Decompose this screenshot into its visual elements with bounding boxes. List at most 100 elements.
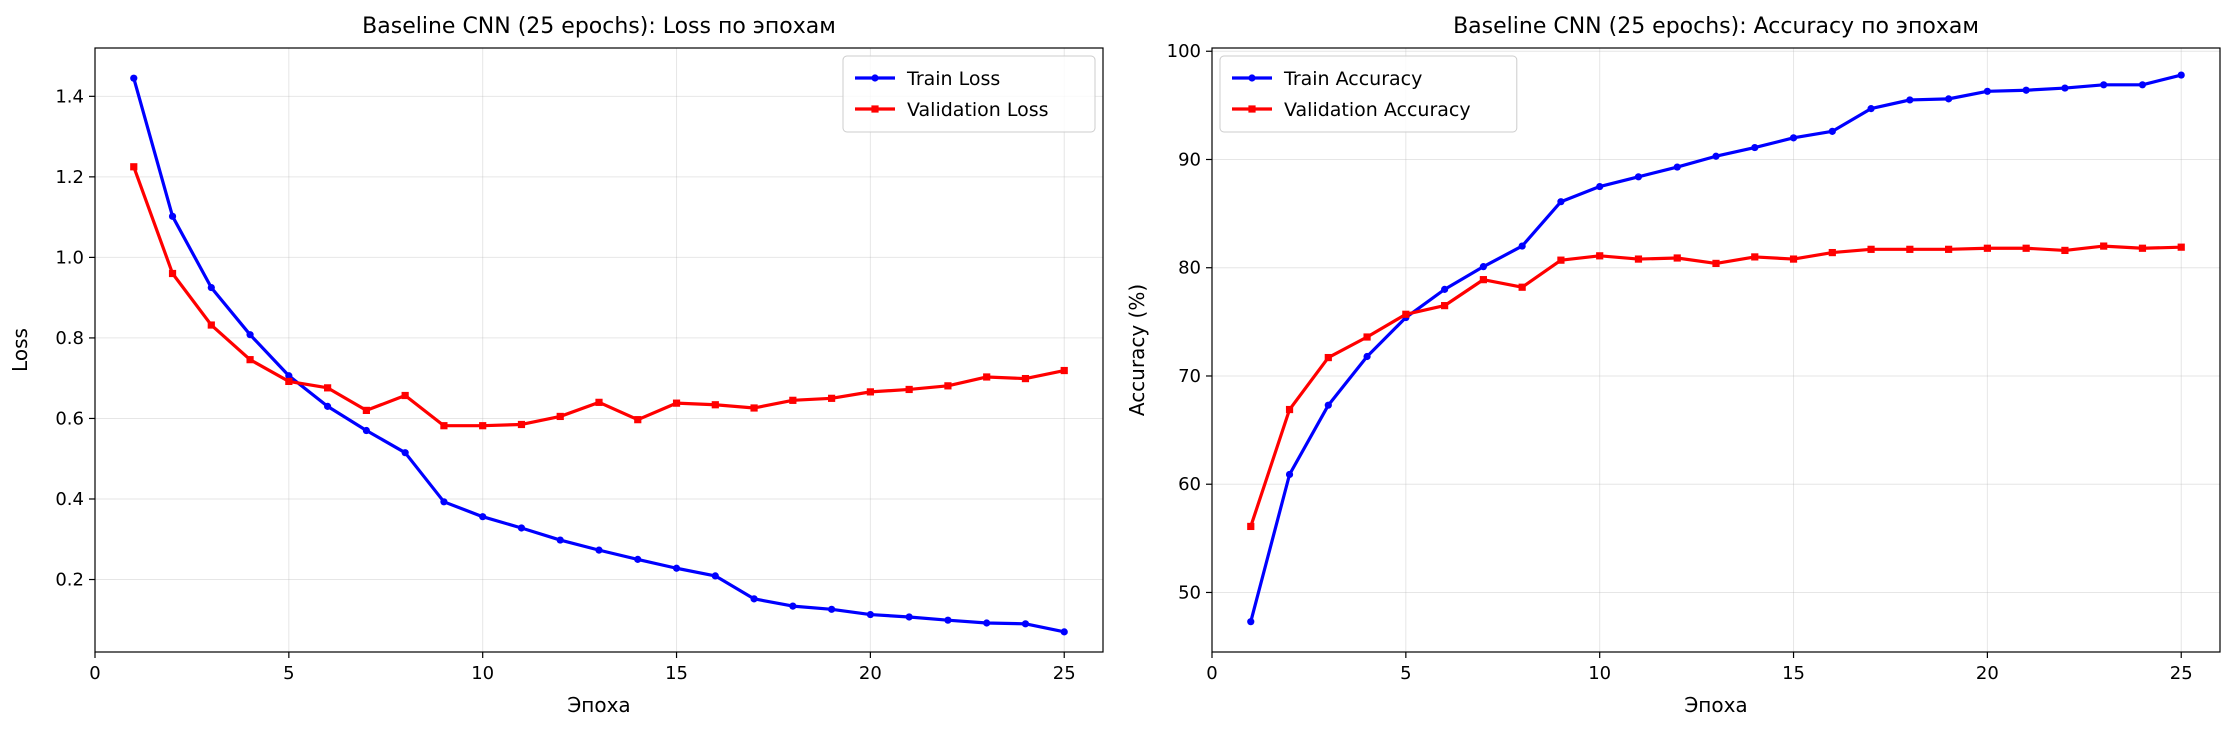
legend-item: Validation Loss: [855, 99, 1049, 121]
legend-item: Validation Accuracy: [1232, 99, 1471, 121]
grid: [94, 48, 1103, 652]
data-point: [130, 163, 138, 171]
data-point: [1751, 253, 1759, 261]
data-point: [2061, 84, 2069, 92]
x-tick-label: 10: [471, 663, 494, 684]
data-point: [1596, 182, 1604, 191]
data-point: [866, 610, 874, 619]
data-point: [285, 377, 293, 386]
data-point: [2177, 243, 2185, 251]
data-point: [207, 321, 215, 329]
data-point: [1945, 95, 1953, 103]
x-tick-label: 20: [859, 663, 882, 684]
y-tick-label: 80: [1178, 258, 1201, 279]
data-point: [479, 513, 487, 521]
x-tick-label: 15: [1782, 663, 1805, 684]
legend-label: Validation Loss: [907, 99, 1049, 121]
data-point: [1363, 333, 1371, 341]
data-point: [324, 384, 332, 392]
data-point: [556, 536, 564, 544]
legend: Train Accuracy Validation Accuracy: [1219, 55, 1518, 133]
data-point: [1712, 152, 1720, 160]
data-point: [1828, 248, 1836, 257]
data-point: [2177, 71, 2185, 79]
y-tick-label: 0.2: [55, 570, 84, 591]
data-point: [634, 416, 642, 424]
legend-marker: [1248, 74, 1256, 82]
data-point: [1634, 173, 1643, 181]
y-tick-label: 100: [1167, 41, 1201, 62]
y-tick-label: 1.4: [55, 86, 84, 107]
data-point: [1983, 87, 1991, 95]
data-point: [401, 449, 409, 457]
data-point: [1712, 259, 1720, 268]
y-axis-label: Loss: [8, 328, 32, 372]
x-tick-label: 5: [1400, 663, 1411, 684]
plot-frame: [1211, 47, 2221, 653]
data-point: [1247, 522, 1255, 531]
loss-chart: 0 5 10 15 20 25 0.2 0.4 0.6 0.8 1.0 1.2 1.4 Baseline …: [8, 14, 1104, 717]
x-tick-label: 25: [1053, 663, 1076, 684]
y-tick-label: 70: [1178, 366, 1201, 387]
data-point: [711, 401, 719, 409]
data-point: [1557, 256, 1565, 264]
data-point: [711, 572, 719, 580]
legend: Train Loss Validation Loss: [842, 55, 1096, 133]
data-point: [2100, 242, 2108, 250]
legend-marker: [1248, 105, 1256, 113]
data-point: [595, 398, 603, 406]
data-point: [1441, 302, 1449, 310]
data-point: [130, 74, 138, 82]
legend-box: [1219, 55, 1518, 133]
y-tick-label: 60: [1178, 474, 1201, 495]
data-point: [1828, 127, 1836, 135]
legend-label: Validation Accuracy: [1284, 99, 1471, 121]
legend-item: Train Accuracy: [1232, 68, 1422, 90]
y-axis: 50 60 70 80 90 100: [1167, 41, 1212, 603]
chart-title: Baseline CNN (25 epochs): Loss по эпохам: [362, 14, 836, 39]
data-point: [866, 388, 874, 396]
y-axis: 0.2 0.4 0.6 0.8 1.0 1.2 1.4: [55, 86, 95, 591]
data-point: [440, 422, 448, 430]
data-point: [324, 402, 332, 410]
x-tick-label: 15: [665, 663, 688, 684]
data-point: [1324, 353, 1332, 362]
y-tick-label: 50: [1178, 582, 1201, 603]
data-point: [1060, 628, 1068, 636]
data-point: [828, 394, 836, 402]
data-point: [750, 404, 758, 412]
data-point: [1945, 245, 1953, 253]
data-point: [750, 595, 758, 603]
plot-frame: [94, 47, 1104, 653]
x-axis-label: Эпоха: [567, 693, 630, 717]
data-point: [168, 212, 177, 220]
data-point: [1247, 618, 1255, 626]
y-tick-label: 0.6: [55, 408, 84, 429]
data-point: [1673, 163, 1681, 171]
data-point: [556, 412, 564, 421]
data-point: [517, 420, 526, 429]
data-point: [285, 372, 293, 380]
data-point: [1596, 252, 1604, 260]
data-point: [1789, 134, 1798, 142]
series-validation-loss: [130, 163, 1068, 430]
y-tick-label: 0.4: [55, 489, 84, 510]
data-point: [2061, 246, 2069, 255]
data-point: [362, 406, 370, 414]
x-tick-label: 25: [2170, 663, 2193, 684]
x-tick-label: 0: [89, 663, 100, 684]
data-point: [1285, 470, 1294, 479]
data-point: [905, 613, 913, 621]
data-point: [983, 373, 991, 381]
data-point: [672, 564, 681, 572]
y-tick-label: 90: [1178, 149, 1201, 170]
data-point: [246, 331, 254, 339]
data-point: [1983, 244, 1991, 252]
data-point: [362, 426, 370, 435]
x-axis-label: Эпоха: [1684, 693, 1747, 717]
data-point: [2022, 86, 2030, 94]
data-point: [944, 382, 952, 390]
y-axis-label: Accuracy (%): [1125, 284, 1149, 416]
legend-marker: [871, 74, 879, 82]
data-point: [401, 391, 409, 400]
